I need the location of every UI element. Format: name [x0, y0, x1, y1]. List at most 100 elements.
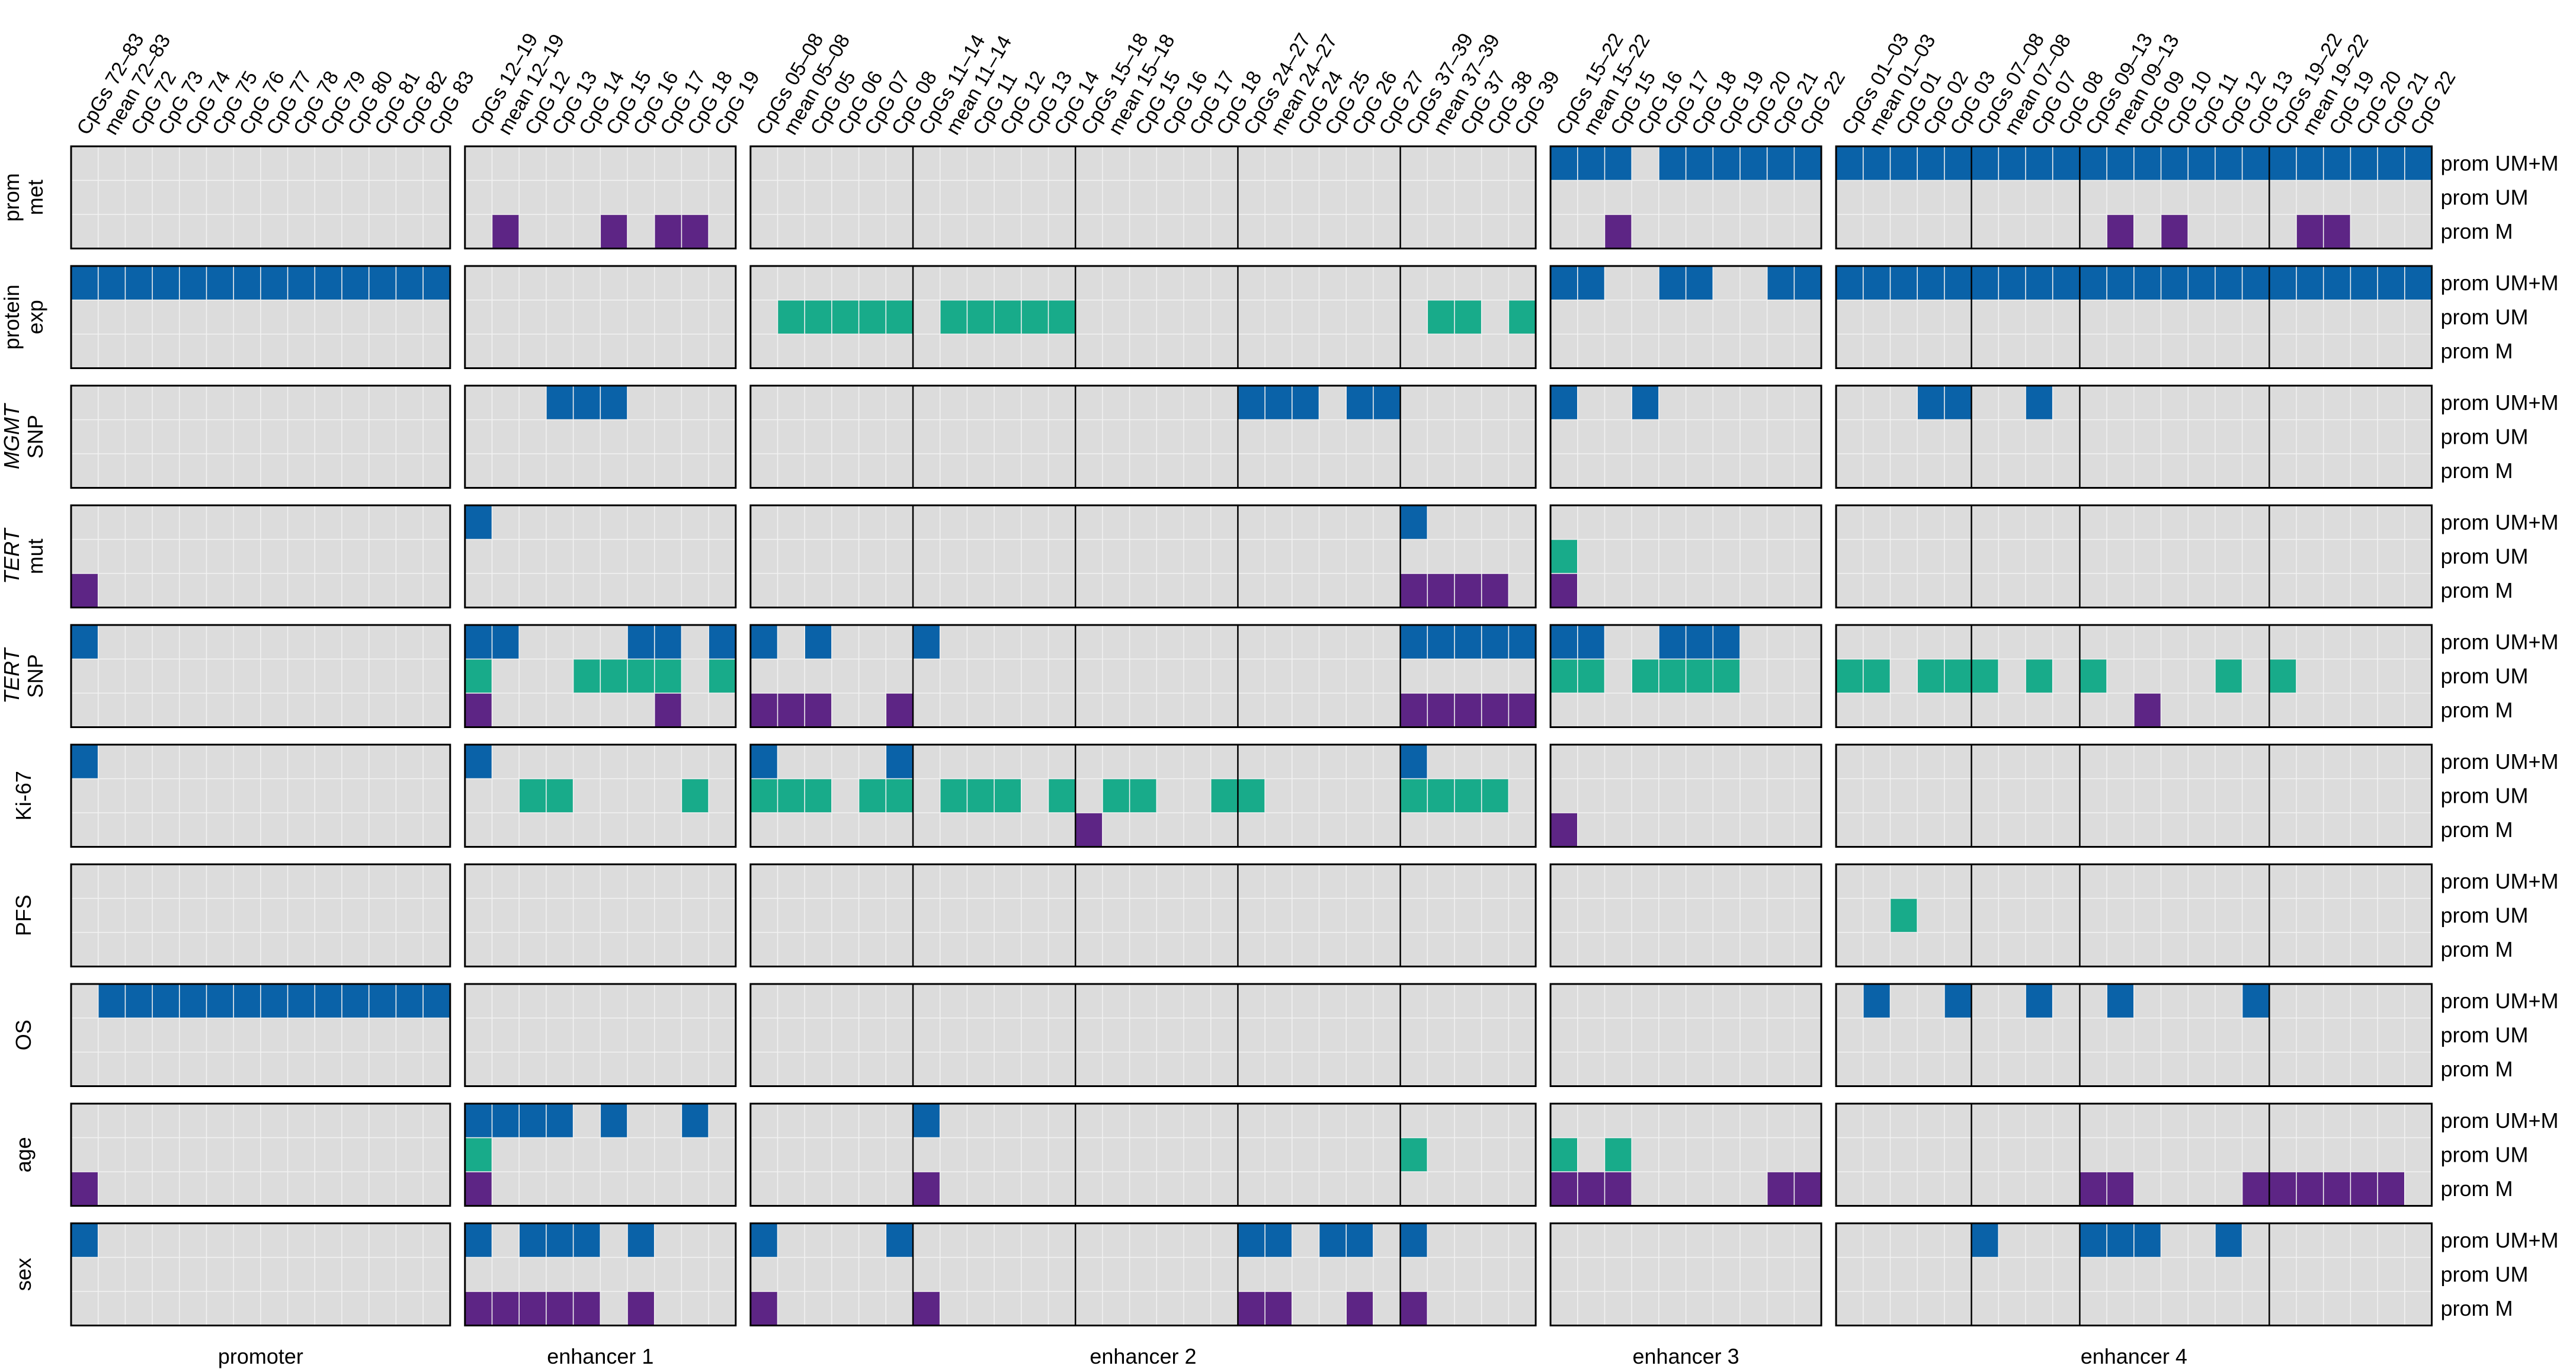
heatmap-cell	[1918, 266, 1944, 300]
heatmap-cell	[1428, 573, 1454, 607]
heatmap-cell	[655, 693, 681, 727]
heatmap-cell	[1659, 625, 1686, 659]
panel-border	[70, 145, 451, 249]
heatmap-cell	[682, 779, 709, 813]
heatmap-cell	[1550, 386, 1577, 419]
heatmap-cell	[601, 659, 627, 693]
panel-cell-group	[1835, 384, 2433, 489]
heatmap-cell	[2270, 659, 2296, 693]
heatmap-cell	[1319, 1223, 1346, 1257]
panel-border	[1835, 1222, 2433, 1326]
level-label: prom UM+M	[2441, 390, 2559, 415]
heatmap-cell	[71, 1223, 98, 1257]
panel-background	[750, 984, 1536, 1086]
heatmap-cell	[751, 1291, 777, 1325]
heatmap-cell	[2242, 266, 2269, 300]
heatmap-cell	[465, 625, 492, 659]
row-label: age	[11, 1137, 36, 1172]
heatmap-cell	[886, 300, 913, 334]
panel-cell-group	[70, 863, 451, 967]
heatmap-cell	[1076, 813, 1103, 847]
heatmap-cell	[1482, 573, 1508, 607]
heatmap-cell	[1550, 625, 1577, 659]
heatmap-cell	[1972, 1223, 1998, 1257]
heatmap-cell	[1795, 1172, 1821, 1206]
heatmap-cell	[1605, 1138, 1632, 1172]
heatmap-cell	[1509, 693, 1536, 727]
heatmap-cell	[1401, 1138, 1427, 1172]
heatmap-cell	[573, 1291, 600, 1325]
heatmap-cell	[751, 779, 777, 813]
panel-cell-group	[70, 384, 451, 489]
panel-border	[70, 743, 451, 848]
heatmap-cell	[1347, 386, 1373, 419]
heatmap-cell	[1454, 300, 1481, 334]
heatmap-cell	[2351, 146, 2378, 180]
row-label: OS	[11, 1020, 36, 1050]
row-label: sex	[11, 1258, 36, 1291]
panel-label: promoter	[218, 1344, 303, 1368]
heatmap-cell	[1686, 659, 1713, 693]
panel-cell-group	[464, 265, 737, 369]
heatmap-cell	[1428, 693, 1454, 727]
heatmap-cell	[207, 266, 233, 300]
heatmap-cell	[1578, 625, 1604, 659]
panel-cell-group	[1835, 504, 2433, 608]
heatmap-cell	[1428, 625, 1454, 659]
heatmap-cell	[465, 693, 492, 727]
panel-border	[70, 983, 451, 1087]
heatmap-cell	[601, 386, 627, 419]
heatmap-cell	[1918, 659, 1944, 693]
heatmap-cell	[940, 779, 967, 813]
level-label: prom UM	[2441, 544, 2529, 568]
heatmap-cell	[2351, 266, 2378, 300]
panel-border	[1835, 1102, 2433, 1207]
heatmap-cell	[805, 693, 832, 727]
heatmap-cell	[1740, 146, 1767, 180]
panel-cell-group	[464, 504, 737, 608]
row-label-line: OS	[11, 1020, 36, 1050]
level-label: prom UM+M	[2441, 1108, 2559, 1133]
heatmap-cell	[1891, 266, 1917, 300]
panel-cell-group	[749, 504, 1537, 608]
panel-cell-group	[70, 1102, 451, 1207]
heatmap-cell	[1401, 779, 1427, 813]
level-label: prom M	[2441, 698, 2513, 722]
heatmap-cell	[601, 1104, 627, 1137]
heatmap-cell	[832, 300, 858, 334]
heatmap-cell	[1713, 659, 1740, 693]
panel-cell-group	[749, 1222, 1537, 1326]
heatmap-cell	[2161, 266, 2188, 300]
heatmap-cell	[2378, 146, 2404, 180]
heatmap-cell	[2324, 1172, 2350, 1206]
heatmap-cell	[126, 984, 152, 1018]
heatmap-cell	[2107, 1223, 2133, 1257]
heatmap-cell	[1550, 659, 1577, 693]
heatmap-cell	[2296, 146, 2323, 180]
heatmap-cell	[520, 779, 546, 813]
heatmap-cell	[1605, 214, 1632, 248]
heatmap-cell	[2215, 266, 2242, 300]
panel-cell-group	[70, 983, 451, 1087]
heatmap-cell	[1550, 146, 1577, 180]
heatmap-cell	[573, 659, 600, 693]
panel-border	[749, 863, 1537, 967]
panel-border	[70, 384, 451, 489]
level-label: prom UM	[2441, 663, 2529, 688]
heatmap-cell	[1049, 779, 1075, 813]
heatmap-cell	[2215, 659, 2242, 693]
panel-background	[750, 386, 1536, 488]
heatmap-cell	[180, 984, 206, 1018]
panel-border	[464, 504, 737, 608]
heatmap-cell	[1482, 779, 1508, 813]
panel-label: enhancer 2	[1090, 1344, 1196, 1368]
heatmap-cell	[2405, 146, 2431, 180]
panel-border	[1835, 145, 2433, 249]
panel-border	[70, 504, 451, 608]
panel-cell-group	[1835, 863, 2433, 967]
heatmap-cell	[1972, 659, 1998, 693]
heatmap-cell	[655, 625, 681, 659]
panel-border	[464, 145, 737, 249]
heatmap-cell	[2215, 1223, 2242, 1257]
heatmap-cell	[1944, 386, 1971, 419]
